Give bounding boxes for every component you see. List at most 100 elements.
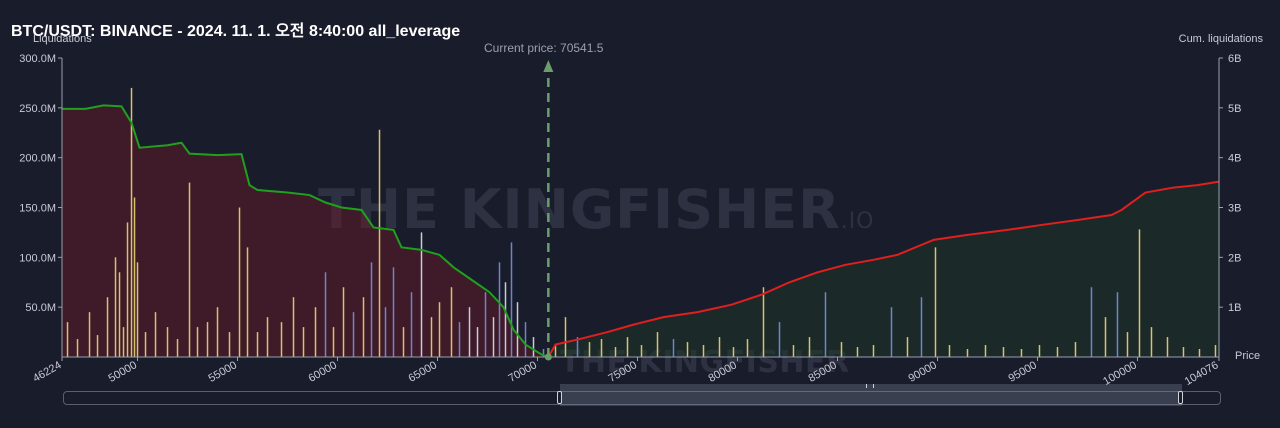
range-scrollbar-window[interactable] [560,384,1182,406]
current-price-dot [544,353,552,361]
liquidation-bar [672,339,675,357]
liquidation-bar [1126,332,1129,357]
liquidation-bar [1074,342,1077,357]
liquidation-bar [984,345,987,357]
left-tick-label: 150.0M [19,203,56,215]
liquidation-bar [166,327,169,357]
liquidation-bar [384,307,387,357]
liquidation-bar [1214,345,1217,357]
range-scrollbar-track[interactable] [63,391,1221,405]
liquidation-bar [362,297,365,357]
current-price-label: Current price: 70541.5 [484,41,604,55]
liquidation-bar [808,337,811,357]
liquidation-bar [118,272,121,357]
liquidation-bar [564,317,567,357]
liquidation-bar [510,242,513,357]
right-tick-label: 1B [1228,302,1241,314]
liquidation-bar [302,327,305,357]
watermark-logo: THE KINGFISHER.IO [318,178,875,241]
liquidation-bar [920,297,923,357]
liquidation-bar [948,345,951,357]
liquidation-bar [484,292,487,357]
liquidation-bar [176,339,179,357]
liquidation-bar [656,332,659,357]
liquidation-bar [640,345,643,357]
liquidation-bar [778,322,781,357]
liquidation-bar [824,292,827,357]
cum-line-0 [62,104,549,358]
liquidation-bar [420,232,423,357]
liquidation-bar [890,307,893,357]
liquidation-bar [280,322,283,357]
range-handle-right[interactable] [1178,391,1183,404]
liquidation-bar [342,287,345,357]
x-tick-label: 55000 [207,359,239,385]
liquidation-bar [450,287,453,357]
liquidation-bar [206,322,209,357]
scrollbar-grip-icon[interactable] [866,384,874,388]
liquidation-bar [370,262,373,357]
liquidation-bar [1138,229,1141,357]
liquidation-bar [554,345,557,357]
liquidation-bar [66,322,69,357]
liquidation-bar [1056,347,1059,357]
liquidation-bar [266,317,269,357]
liquidation-bar [1020,349,1023,357]
x-tick-label: 80000 [707,359,739,385]
liquidation-bar [438,302,441,357]
liquidation-bar [524,322,527,357]
liquidation-bar [1038,345,1041,357]
liquidation-bar [476,327,479,357]
liquidation-bar [216,307,219,357]
liquidation-bar [430,317,433,357]
liquidation-bar [392,267,395,357]
x-tick-label: 46224 [31,359,63,385]
liquidation-bar [1104,317,1107,357]
liquidation-bar [458,322,461,357]
x-tick-label: 65000 [407,359,439,385]
liquidation-bar [1198,349,1201,357]
liquidation-bar [498,262,501,357]
liquidation-bar [504,282,507,357]
right-tick-label: 2B [1228,252,1241,264]
x-tick-label: 90000 [906,359,938,385]
x-axis-title: Price [1235,350,1261,362]
liquidation-bar [468,307,471,357]
left-tick-label: 300.0M [19,53,56,65]
liquidation-bar [732,347,735,357]
liquidation-bar [378,129,381,357]
liquidation-bar [532,337,535,357]
liquidation-bar [144,332,147,357]
left-axis-title: Liquidations [33,33,92,45]
left-tick-label: 100.0M [19,252,56,264]
liquidation-bar [96,335,99,357]
x-tick-label: 104076 [1183,359,1221,388]
liquidation-bar [966,349,969,357]
liquidation-bar [246,247,249,357]
liquidation-bar [1002,347,1005,357]
cum-area-1 [548,181,1219,357]
liquidation-bar [314,307,317,357]
liquidation-bar [133,197,136,357]
right-tick-label: 6B [1228,53,1241,65]
liquidation-bar [516,302,519,357]
right-axis-title: Cum. liquidations [1178,33,1263,45]
liquidation-bar [718,337,721,357]
liquidation-bar [600,339,603,357]
current-price-arrow-icon [543,60,554,72]
liquidation-bar [130,87,133,358]
chart-title: BTC/USDT: BINANCE - 2024. 11. 1. 오전 8:40… [11,23,461,40]
left-tick-label: 250.0M [19,103,56,115]
range-handle-left[interactable] [557,391,562,404]
x-tick-label: 60000 [307,359,339,385]
liquidation-bar [402,327,405,357]
liquidation-bar [1090,287,1093,357]
x-tick-label: 70000 [507,359,539,385]
liquidation-bar [856,347,859,357]
liquidation-bar [106,297,109,357]
cum-area-0 [62,105,549,357]
x-tick-label: 75000 [607,359,639,385]
liquidation-bar [1116,292,1119,357]
liquidation-bar [332,327,335,357]
